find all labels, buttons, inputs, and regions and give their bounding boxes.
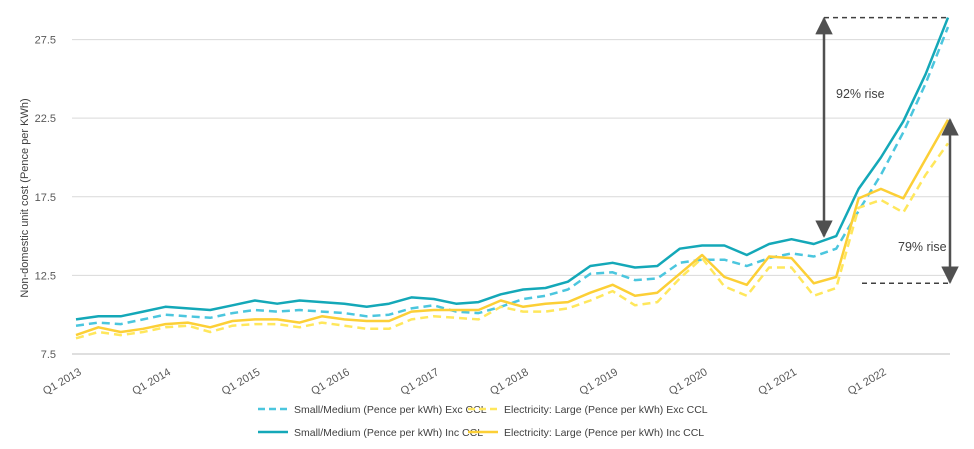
x-tick-label: Q1 2022 [846, 366, 889, 397]
x-tick-label: Q1 2014 [130, 366, 173, 397]
x-tick-label: Q1 2020 [667, 366, 710, 397]
y-axis-ticks: 7.5 12.5 17.5 22.5 27.5 [35, 35, 56, 361]
gridlines [72, 39, 950, 355]
legend: Small/Medium (Pence per kWh) Exc CCL Elec… [258, 404, 708, 439]
y-tick-label: 17.5 [35, 192, 56, 204]
x-tick-label: Q1 2021 [756, 366, 799, 397]
legend-label-3: Small/Medium (Pence per kWh) Inc CCL [294, 427, 483, 439]
annotations: 92% rise 79% rise [815, 16, 959, 285]
x-tick-label: Q1 2018 [488, 366, 531, 397]
x-tick-label: Q1 2019 [578, 366, 621, 397]
series-line-1 [75, 26, 950, 327]
legend-label-4: Electricity: Large (Pence per kWh) Inc C… [504, 427, 704, 439]
y-tick-label: 22.5 [35, 113, 56, 125]
annotation-label-1: 92% rise [836, 87, 885, 101]
y-axis-label: Non-domestic unit cost (Pence per KWh) [19, 98, 31, 297]
legend-label-2: Electricity: Large (Pence per kWh) Exc C… [504, 404, 708, 416]
legend-label-1: Small/Medium (Pence per kWh) Exc CCL [294, 404, 487, 416]
x-axis: Q1 2013 Q1 2014 Q1 2015 Q1 2016 Q1 2017 Q1 20… [41, 366, 888, 397]
x-tick-label: Q1 2017 [399, 366, 442, 397]
y-tick-label: 27.5 [35, 35, 56, 47]
x-tick-label: Q1 2016 [309, 366, 352, 397]
series-line-2 [75, 142, 950, 340]
series-lines [75, 17, 950, 340]
y-tick-label: 12.5 [35, 270, 56, 282]
y-tick-label: 7.5 [41, 349, 56, 361]
x-tick-label: Q1 2013 [41, 366, 84, 397]
annotation-label-2: 79% rise [898, 240, 947, 254]
series-line-3 [75, 17, 950, 321]
series-line-4 [75, 119, 950, 337]
x-tick-label: Q1 2015 [220, 366, 263, 397]
